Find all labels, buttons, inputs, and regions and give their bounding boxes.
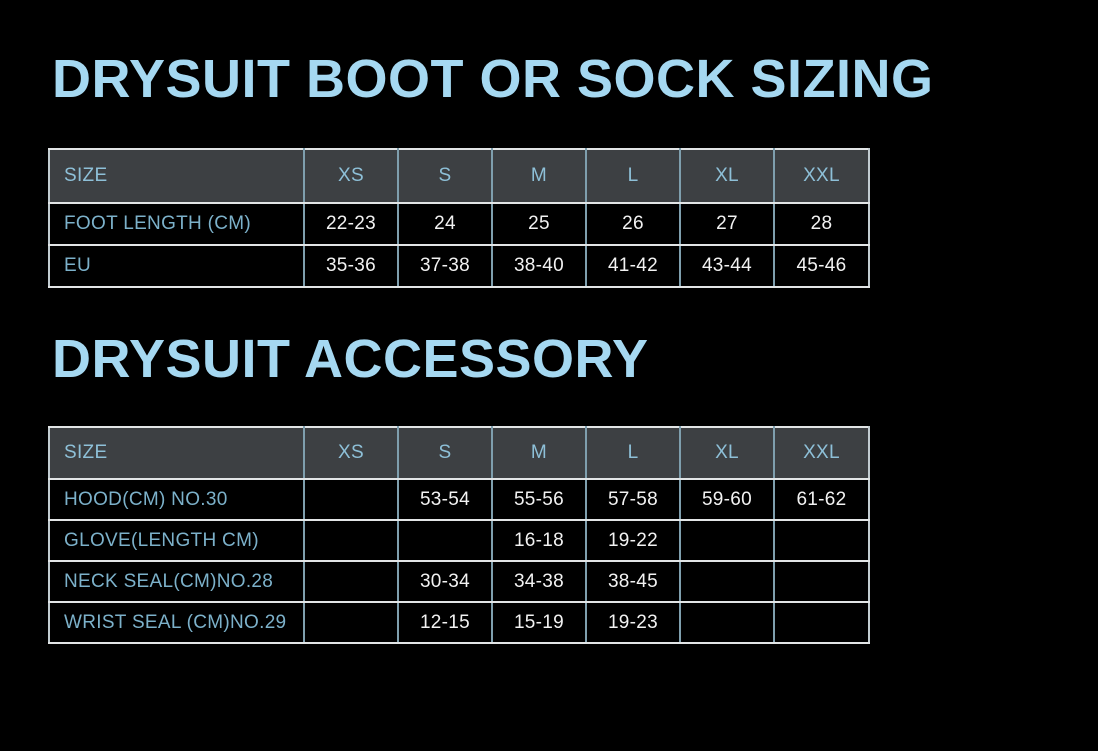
size-value: [679, 519, 775, 562]
table-row-eu: EU 35-36 37-38 38-40 41-42 43-44 45-46: [48, 244, 870, 288]
size-value: [303, 478, 399, 521]
size-value: 53-54: [397, 478, 493, 521]
size-value: 28: [773, 202, 870, 246]
row-label: GLOVE(LENGTH CM): [48, 519, 305, 562]
sizing-page: DRYSUIT BOOT OR SOCK SIZING SIZE XS S M …: [0, 52, 1098, 751]
column-header-l: L: [585, 426, 681, 480]
size-value: 38-45: [585, 560, 681, 603]
column-header-size: SIZE: [48, 426, 305, 480]
column-header-l: L: [585, 148, 681, 204]
row-label: WRIST SEAL (CM)NO.29: [48, 601, 305, 644]
row-label: FOOT LENGTH (CM): [48, 202, 305, 246]
size-value: 43-44: [679, 244, 775, 288]
size-value: 15-19: [491, 601, 587, 644]
size-value: 22-23: [303, 202, 399, 246]
size-value: [303, 560, 399, 603]
size-value: 30-34: [397, 560, 493, 603]
column-header-xs: XS: [303, 426, 399, 480]
size-value: 16-18: [491, 519, 587, 562]
column-header-xl: XL: [679, 426, 775, 480]
column-header-s: S: [397, 148, 493, 204]
table-row-neck-seal: NECK SEAL(CM)NO.28 30-34 34-38 38-45: [48, 560, 870, 603]
row-label: EU: [48, 244, 305, 288]
header-row: SIZE XS S M L XL XXL: [48, 148, 870, 204]
column-header-xs: XS: [303, 148, 399, 204]
column-header-xxl: XXL: [773, 148, 870, 204]
header-row: SIZE XS S M L XL XXL: [48, 426, 870, 480]
table-row-hood: HOOD(CM) NO.30 53-54 55-56 57-58 59-60 6…: [48, 478, 870, 521]
size-value: [303, 601, 399, 644]
column-header-m: M: [491, 148, 587, 204]
size-value: 25: [491, 202, 587, 246]
size-value: 34-38: [491, 560, 587, 603]
boot-sock-sizing-title: DRYSUIT BOOT OR SOCK SIZING: [52, 49, 934, 109]
size-value: [397, 519, 493, 562]
size-value: [679, 601, 775, 644]
size-value: 38-40: [491, 244, 587, 288]
size-value: 55-56: [491, 478, 587, 521]
size-value: 26: [585, 202, 681, 246]
row-label: HOOD(CM) NO.30: [48, 478, 305, 521]
size-value: 37-38: [397, 244, 493, 288]
size-value: [773, 601, 870, 644]
accessory-sizing-table: SIZE XS S M L XL XXL HOOD(CM) NO.30 53-5…: [48, 426, 870, 644]
size-value: 45-46: [773, 244, 870, 288]
size-value: [679, 560, 775, 603]
boot-sock-sizing-table: SIZE XS S M L XL XXL FOOT LENGTH (CM) 22…: [48, 148, 870, 288]
column-header-size: SIZE: [48, 148, 305, 204]
size-value: 19-23: [585, 601, 681, 644]
column-header-xl: XL: [679, 148, 775, 204]
size-value: 35-36: [303, 244, 399, 288]
size-value: 27: [679, 202, 775, 246]
size-value: [303, 519, 399, 562]
size-value: 19-22: [585, 519, 681, 562]
size-value: 12-15: [397, 601, 493, 644]
table-row-glove: GLOVE(LENGTH CM) 16-18 19-22: [48, 519, 870, 562]
size-value: [773, 560, 870, 603]
column-header-xxl: XXL: [773, 426, 870, 480]
accessory-sizing-title: DRYSUIT ACCESSORY: [52, 329, 649, 389]
column-header-m: M: [491, 426, 587, 480]
table-row-foot-length: FOOT LENGTH (CM) 22-23 24 25 26 27 28: [48, 202, 870, 246]
row-label: NECK SEAL(CM)NO.28: [48, 560, 305, 603]
size-value: 57-58: [585, 478, 681, 521]
size-value: 41-42: [585, 244, 681, 288]
size-value: 59-60: [679, 478, 775, 521]
size-value: 24: [397, 202, 493, 246]
size-value: [773, 519, 870, 562]
column-header-s: S: [397, 426, 493, 480]
size-value: 61-62: [773, 478, 870, 521]
table-row-wrist-seal: WRIST SEAL (CM)NO.29 12-15 15-19 19-23: [48, 601, 870, 644]
